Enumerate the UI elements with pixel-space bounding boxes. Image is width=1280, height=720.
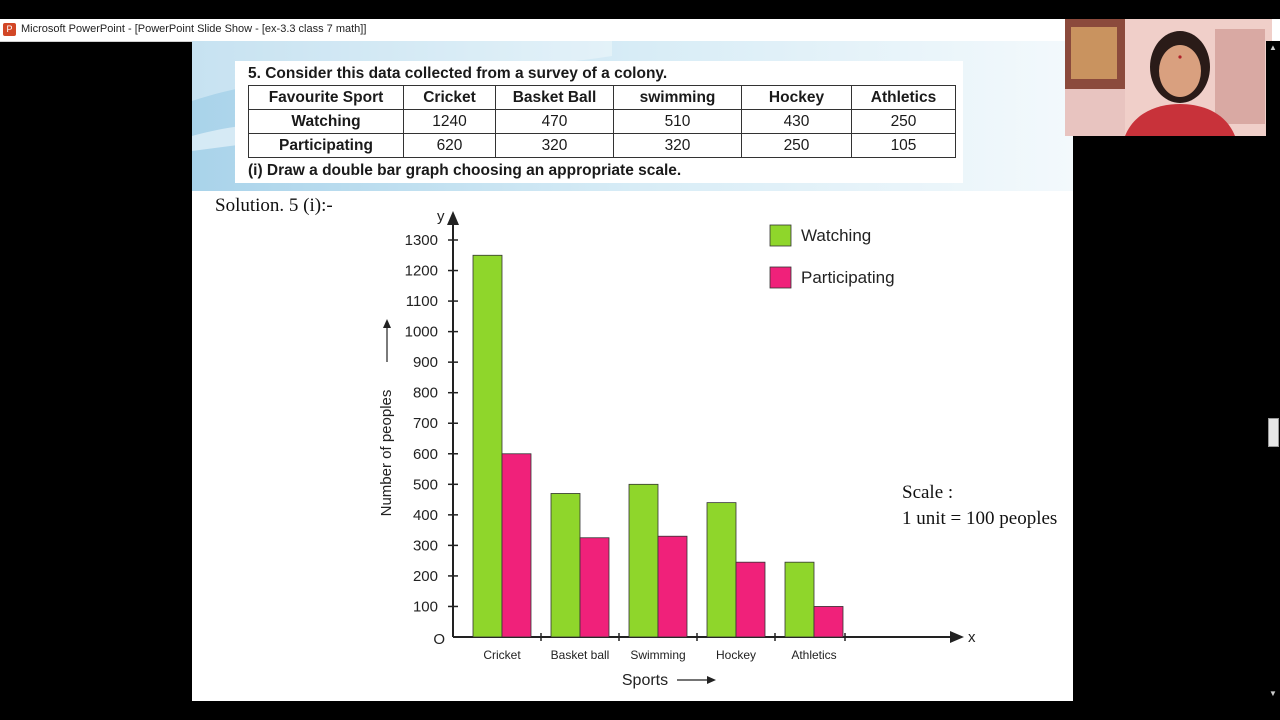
x-axis-letter: x [968, 629, 976, 646]
sub-question: (i) Draw a double bar graph choosing an … [248, 162, 682, 179]
vertical-scrollbar[interactable]: ▲ ▼ [1266, 41, 1280, 701]
legend-label: Watching [801, 226, 871, 245]
scroll-down-arrow-icon[interactable]: ▼ [1269, 689, 1277, 698]
y-tick-label: 500 [413, 476, 438, 493]
legend-label: Participating [801, 268, 895, 287]
question-title: 5. Consider this data collected from a s… [248, 65, 668, 82]
legend-swatch [769, 224, 792, 247]
table-header-cell: Athletics [851, 85, 956, 110]
bar-watching [706, 502, 737, 638]
y-axis-letter: y [437, 208, 445, 225]
table-header-cell: Cricket [403, 85, 496, 110]
scale-note-title: Scale : [902, 482, 954, 503]
bar-participating [735, 561, 766, 638]
table-cell: 250 [851, 109, 956, 134]
x-tick-label: Hockey [716, 648, 756, 662]
y-tick-label: 400 [413, 507, 438, 524]
x-axis-label: Sports [622, 672, 668, 689]
bar-participating [813, 606, 844, 638]
y-axis-label: Number of peoples [378, 390, 395, 517]
table-cell: 250 [741, 133, 852, 158]
table-cell: 1240 [403, 109, 496, 134]
legend-swatch [769, 266, 792, 289]
table-header-cell: swimming [613, 85, 742, 110]
y-tick-label: 800 [413, 385, 438, 402]
bar-watching [550, 493, 581, 638]
table-cell: 620 [403, 133, 496, 158]
scale-note: Scale : 1 unit = 100 peoples [902, 480, 1057, 532]
y-tick-label: 1000 [405, 324, 438, 341]
y-tick-label: 900 [413, 354, 438, 371]
bar-watching [628, 483, 659, 638]
powerpoint-icon: P [3, 23, 16, 36]
bar-watching [784, 561, 815, 638]
table-cell: 320 [495, 133, 614, 158]
table-cell: 105 [851, 133, 956, 158]
table-header-cell: Favourite Sport [248, 85, 404, 110]
table-cell: 430 [741, 109, 852, 134]
title-bar: P Microsoft PowerPoint - [PowerPoint Sli… [0, 19, 1280, 42]
bar-watching [472, 254, 503, 638]
x-tick-label: Swimming [630, 648, 685, 662]
survey-table: Favourite Sport Cricket Basket Ball swim… [248, 85, 956, 158]
y-tick-label: 200 [413, 568, 438, 585]
y-tick-label: 100 [413, 598, 438, 615]
table-row-label: Watching [248, 109, 404, 134]
y-label-arrow-icon [383, 319, 391, 328]
table-row: Participating 620 320 320 250 105 [248, 133, 956, 158]
x-tick-label: Basket ball [551, 648, 610, 662]
bar-participating [579, 537, 610, 638]
table-row: Watching 1240 470 510 430 250 [248, 109, 956, 134]
y-tick-label: 300 [413, 537, 438, 554]
y-tick-label: 1100 [406, 293, 438, 310]
origin-label: O [433, 631, 445, 648]
y-tick-label: 600 [413, 446, 438, 463]
scroll-up-arrow-icon[interactable]: ▲ [1269, 43, 1277, 52]
slide: 5. Consider this data collected from a s… [192, 41, 1073, 701]
x-axis-arrow-icon [950, 631, 964, 643]
table-cell: 320 [613, 133, 742, 158]
x-tick-label: Athletics [791, 648, 836, 662]
y-tick-label: 1200 [405, 263, 438, 280]
table-header-row: Favourite Sport Cricket Basket Ball swim… [248, 85, 956, 110]
y-tick-label: 1300 [405, 232, 438, 249]
table-header-cell: Hockey [741, 85, 852, 110]
solution-label: Solution. 5 (i):- [215, 195, 333, 216]
scroll-thumb[interactable] [1268, 418, 1279, 447]
bar-participating [501, 453, 532, 638]
y-axis-arrow-icon [447, 211, 459, 225]
window-title: Microsoft PowerPoint - [PowerPoint Slide… [21, 23, 367, 35]
table-cell: 510 [613, 109, 742, 134]
double-bar-chart: x y O 100 200 300 400 500 600 700 800 900 1000 1100 12… [378, 208, 976, 689]
table-header-cell: Basket Ball [495, 85, 614, 110]
table-row-label: Participating [248, 133, 404, 158]
bar-participating [657, 535, 688, 638]
x-tick-label: Cricket [483, 648, 521, 662]
bottom-strip [0, 701, 1280, 720]
scale-note-value: 1 unit = 100 peoples [902, 508, 1058, 529]
y-tick-label: 700 [413, 415, 438, 432]
x-label-arrow-icon [707, 676, 716, 684]
table-cell: 470 [495, 109, 614, 134]
chart-area: x y O 100 200 300 400 500 600 700 800 900 1000 1100 12… [357, 195, 1073, 701]
top-strip [0, 0, 1280, 19]
webcam-overlay [1065, 19, 1272, 136]
